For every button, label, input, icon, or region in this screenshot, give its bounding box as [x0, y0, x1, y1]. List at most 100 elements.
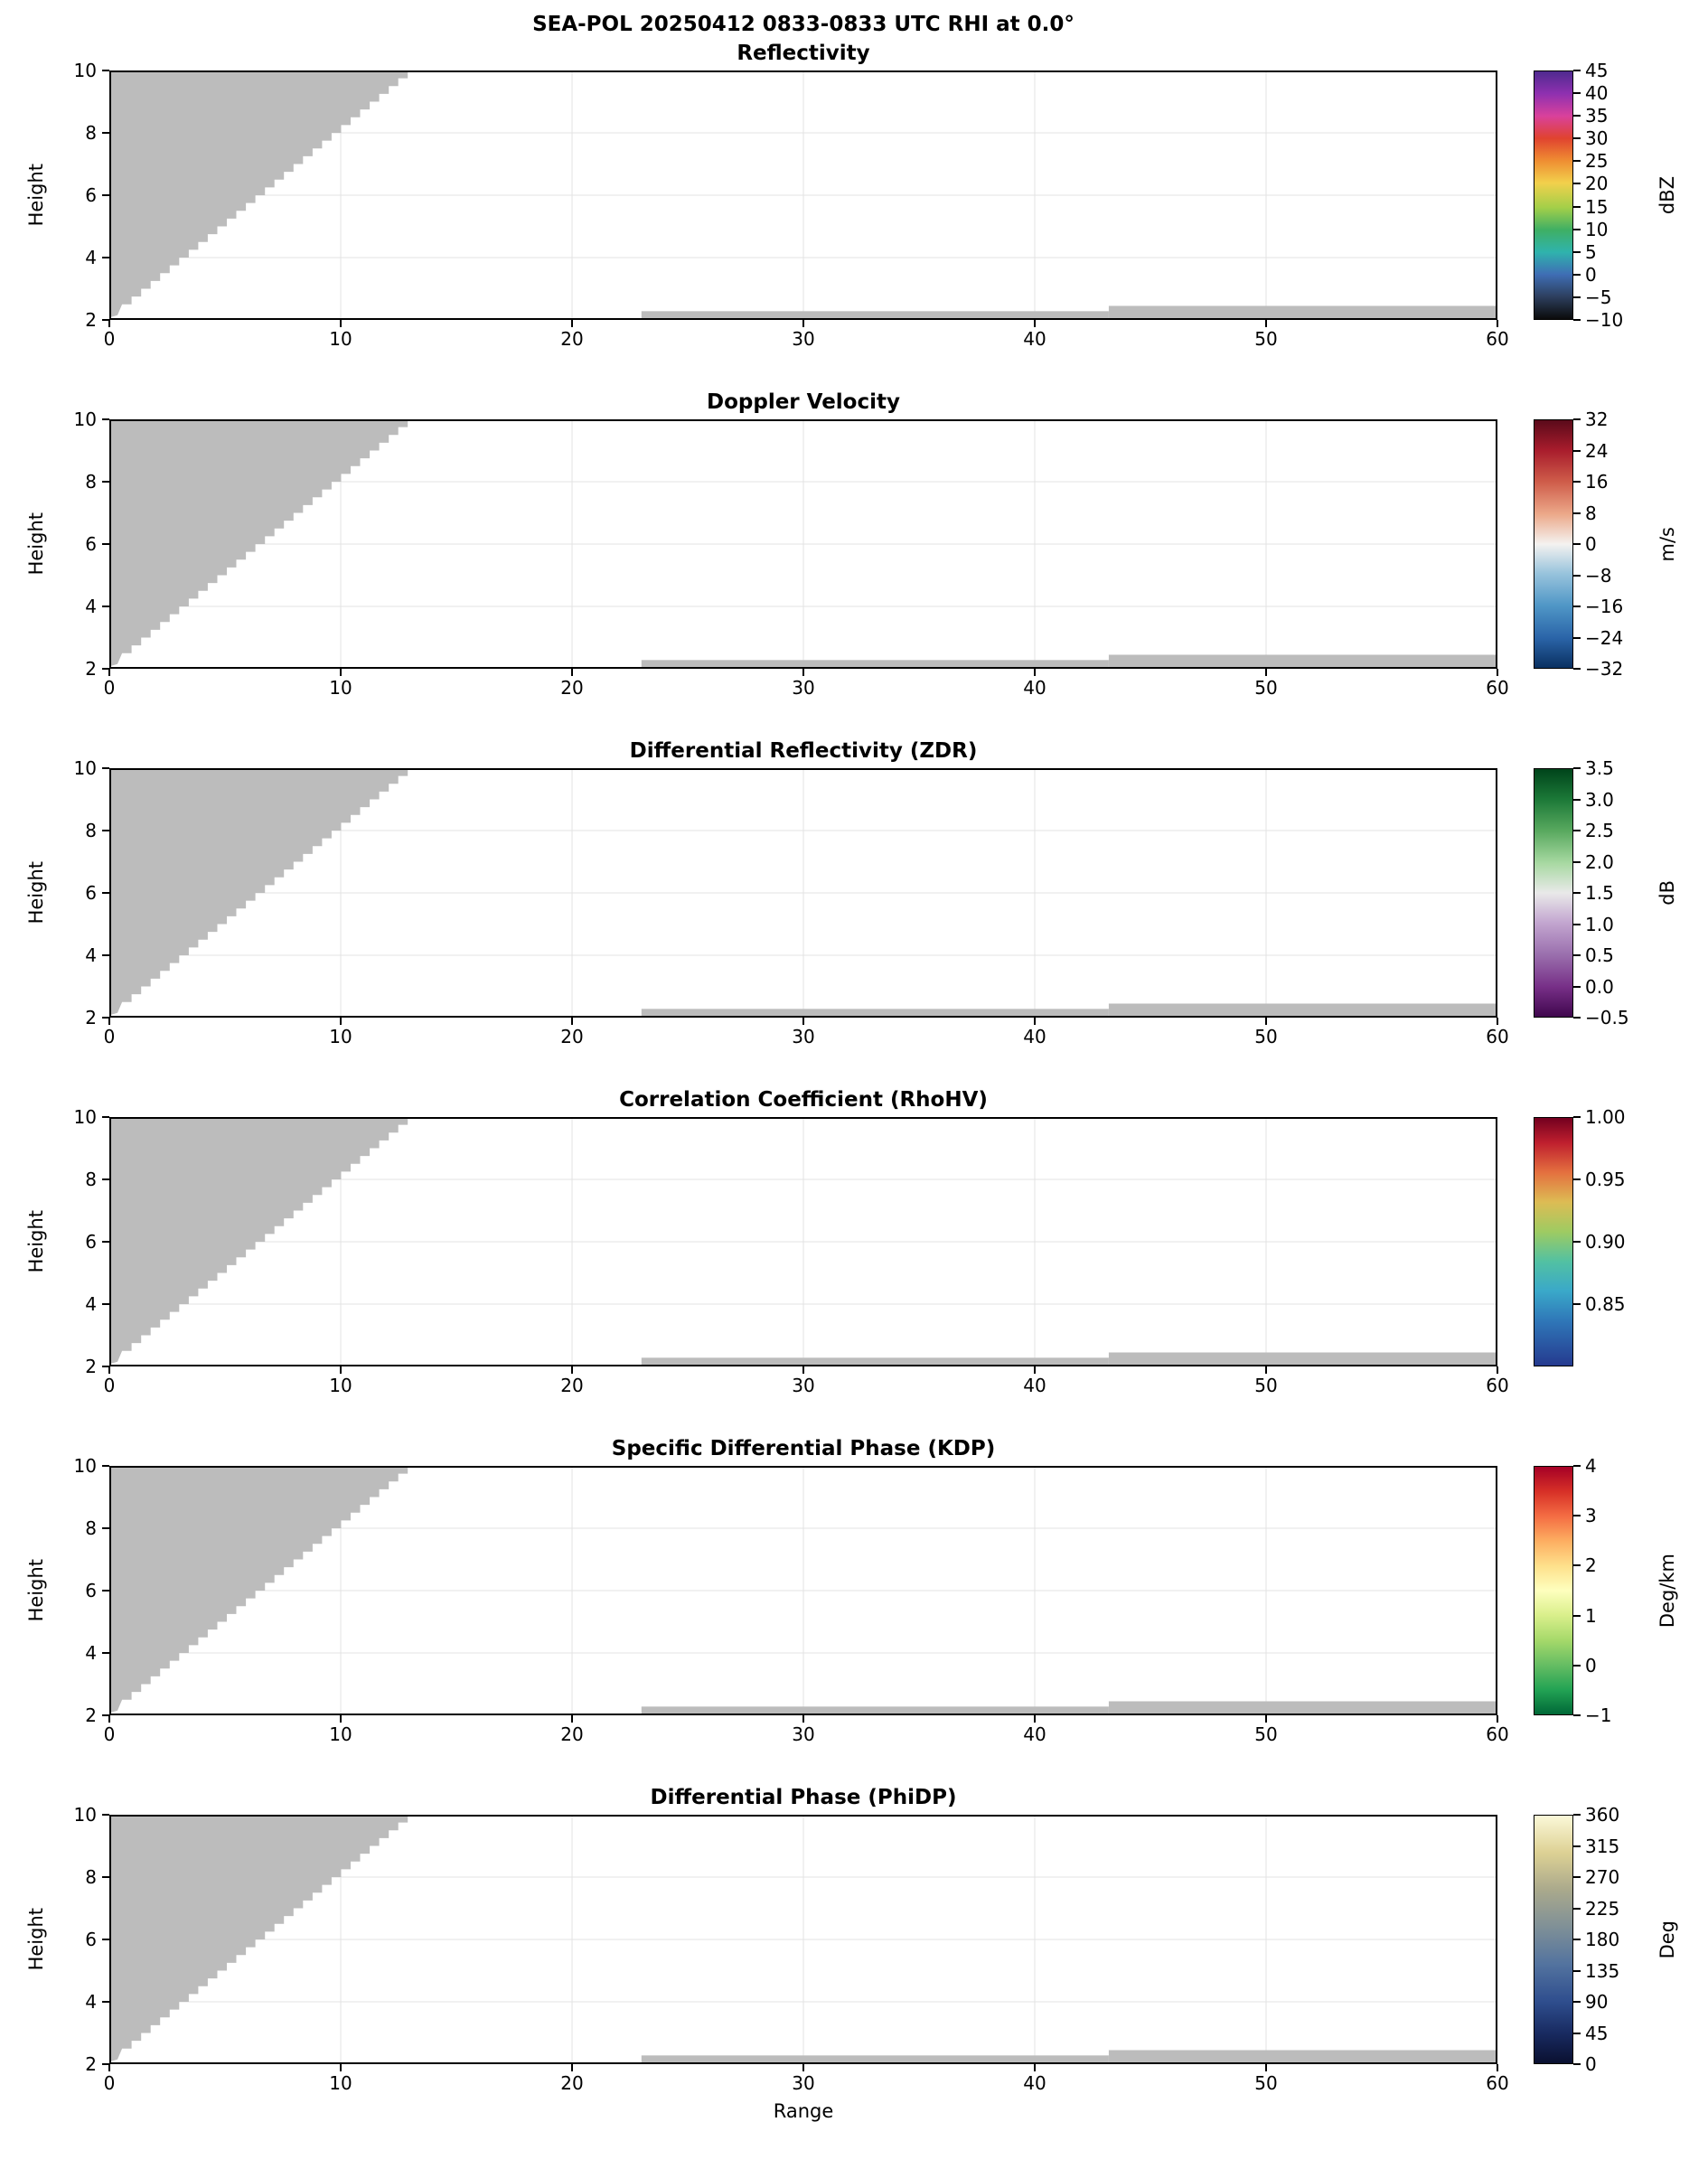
x-tick-labels: 0 10 20 30 40 50 60: [104, 1366, 1509, 1396]
rhi-plot-canvas: [109, 70, 1497, 320]
y-axis-label-text: Height: [25, 1210, 47, 1273]
colorbar-tick-mark: [1573, 985, 1581, 988]
figure-footer: Range: [15, 2095, 1693, 2127]
y-tick-label: 6: [85, 1580, 97, 1601]
colorbar-tick-label: 0.90: [1585, 1231, 1626, 1253]
y-tick-label: 4: [85, 944, 97, 966]
x-tick-label: 50: [1254, 677, 1278, 699]
colorbar-tick-label: 0.5: [1585, 944, 1614, 966]
colorbar-tick-label: 360: [1585, 1804, 1620, 1826]
plot-area: [109, 768, 1497, 1018]
no-data-strip: [1108, 1352, 1497, 1366]
y-axis-label-text: Height: [25, 512, 47, 576]
y-tick-label: 2: [85, 1704, 97, 1726]
no-data-wedge: [109, 70, 408, 318]
no-data-strip: [641, 2055, 1109, 2064]
colorbar-unit-text: dB: [1656, 880, 1678, 906]
colorbar-tick-mark: [1573, 183, 1581, 185]
colorbar-tick-mark: [1573, 1116, 1581, 1118]
colorbar-tick-mark: [1573, 1714, 1581, 1716]
x-tick-label: 50: [1254, 2072, 1278, 2094]
y-tick-mark: [102, 70, 109, 71]
colorbar-tick-label: 135: [1585, 1959, 1620, 1982]
colorbar-tick-mark: [1573, 1614, 1581, 1617]
x-tick-label: 30: [792, 2072, 815, 2094]
colorbar-tick-label: 45: [1585, 60, 1609, 81]
colorbar-tick-mark: [1573, 1017, 1581, 1019]
x-tick-label: 60: [1486, 677, 1509, 699]
colorbar-tick-mark: [1573, 830, 1581, 831]
colorbar-tick-mark: [1573, 70, 1581, 71]
colorbar-tick-label: 1.00: [1585, 1106, 1626, 1128]
y-tick-mark: [102, 194, 109, 196]
colorbar-tick-label: 0.95: [1585, 1169, 1626, 1190]
colorbar-tick-label: 5: [1585, 240, 1597, 263]
y-tick-label: 2: [85, 309, 97, 331]
colorbar-tick-label: 2.0: [1585, 850, 1614, 873]
y-tick-label: 8: [85, 1866, 97, 1888]
y-tick-label: 10: [73, 757, 97, 779]
x-tick-mark: [1497, 1715, 1498, 1723]
y-tick-label: 2: [85, 1007, 97, 1028]
x-tick-label: 60: [1486, 1723, 1509, 1745]
colorbar-tick-label: 0: [1585, 533, 1597, 555]
colorbar-tick-label: 90: [1585, 1991, 1609, 2013]
colorbar-tick-mark: [1573, 1845, 1581, 1847]
x-tick-mark: [108, 1715, 110, 1723]
x-tick-mark: [571, 1018, 573, 1025]
colorbar-tick-mark: [1573, 543, 1581, 545]
figure-header: SEA-POL 20250412 0833-0833 UTC RHI at 0.…: [15, 11, 1693, 40]
panel-title: Doppler Velocity: [707, 390, 900, 414]
x-tick-mark: [1265, 2064, 1267, 2071]
x-tick-mark: [340, 320, 342, 327]
y-tick-label: 4: [85, 1642, 97, 1664]
y-tick-mark: [102, 830, 109, 831]
x-tick-mark: [1497, 669, 1498, 676]
y-axis-label-text: Height: [25, 1908, 47, 1971]
y-tick-label: 4: [85, 1991, 97, 2013]
y-tick-labels: 10 8 6 4 2: [57, 60, 109, 331]
x-tick-mark: [1034, 1715, 1036, 1723]
colorbar-tick-mark: [1573, 2063, 1581, 2065]
x-tick-mark: [108, 1366, 110, 1374]
colorbar-tick-mark: [1573, 273, 1581, 276]
y-tick-label: 8: [85, 820, 97, 841]
colorbar: [1534, 1117, 1573, 1366]
x-tick-label: 40: [1023, 2072, 1046, 2094]
x-tick-mark: [108, 2064, 110, 2071]
colorbar-tick-mark: [1573, 1814, 1581, 1816]
x-tick-mark: [1034, 669, 1036, 676]
colorbar-tick-label: 0.85: [1585, 1293, 1626, 1315]
colorbar-tick-mark: [1573, 296, 1581, 298]
x-tick-label: 20: [560, 677, 584, 699]
colorbar-unit: Deg: [1656, 1815, 1693, 2064]
y-tick-mark: [102, 319, 109, 321]
plot-area: [109, 1815, 1497, 2064]
panel-reflectivity: Reflectivity Height 10 8 6 4 2 45 40 35 30 25 20 15 10…: [15, 40, 1693, 350]
colorbar-tick-label: −0.5: [1585, 1007, 1629, 1028]
colorbar-tick-mark: [1573, 668, 1581, 670]
x-tick-label: 10: [329, 1375, 352, 1396]
no-data-strip: [1108, 1003, 1497, 1018]
x-tick-mark: [571, 1366, 573, 1374]
colorbar-tick-label: 35: [1585, 105, 1609, 127]
colorbar-tick-label: 2: [1585, 1554, 1597, 1577]
no-data-wedge: [109, 1117, 408, 1365]
colorbar-tick-mark: [1573, 1907, 1581, 1910]
colorbar-tick-label: 0: [1585, 2053, 1597, 2075]
y-tick-mark: [102, 606, 109, 607]
y-tick-label: 6: [85, 533, 97, 555]
y-tick-mark: [102, 1939, 109, 1940]
panel-differential-phase-phidp: Differential Phase (PhiDP) Height 10 8 6 4 2 36…: [15, 1784, 1693, 2094]
y-axis-label: Height: [15, 1815, 57, 2064]
x-tick-label: 60: [1486, 2072, 1509, 2094]
colorbar-gradient: [1534, 1815, 1573, 2064]
x-tick-label: 50: [1254, 328, 1278, 350]
no-data-strip: [641, 311, 1109, 320]
x-tick-label: 10: [329, 1723, 352, 1745]
colorbar-tick-mark: [1573, 1465, 1581, 1467]
x-tick-mark: [1497, 2064, 1498, 2071]
colorbar-tick-label: 1.0: [1585, 913, 1614, 935]
x-tick-mark: [1497, 1018, 1498, 1025]
panels-container: Reflectivity Height 10 8 6 4 2 45 40 35 30 25 20 15 10…: [15, 40, 1693, 2094]
